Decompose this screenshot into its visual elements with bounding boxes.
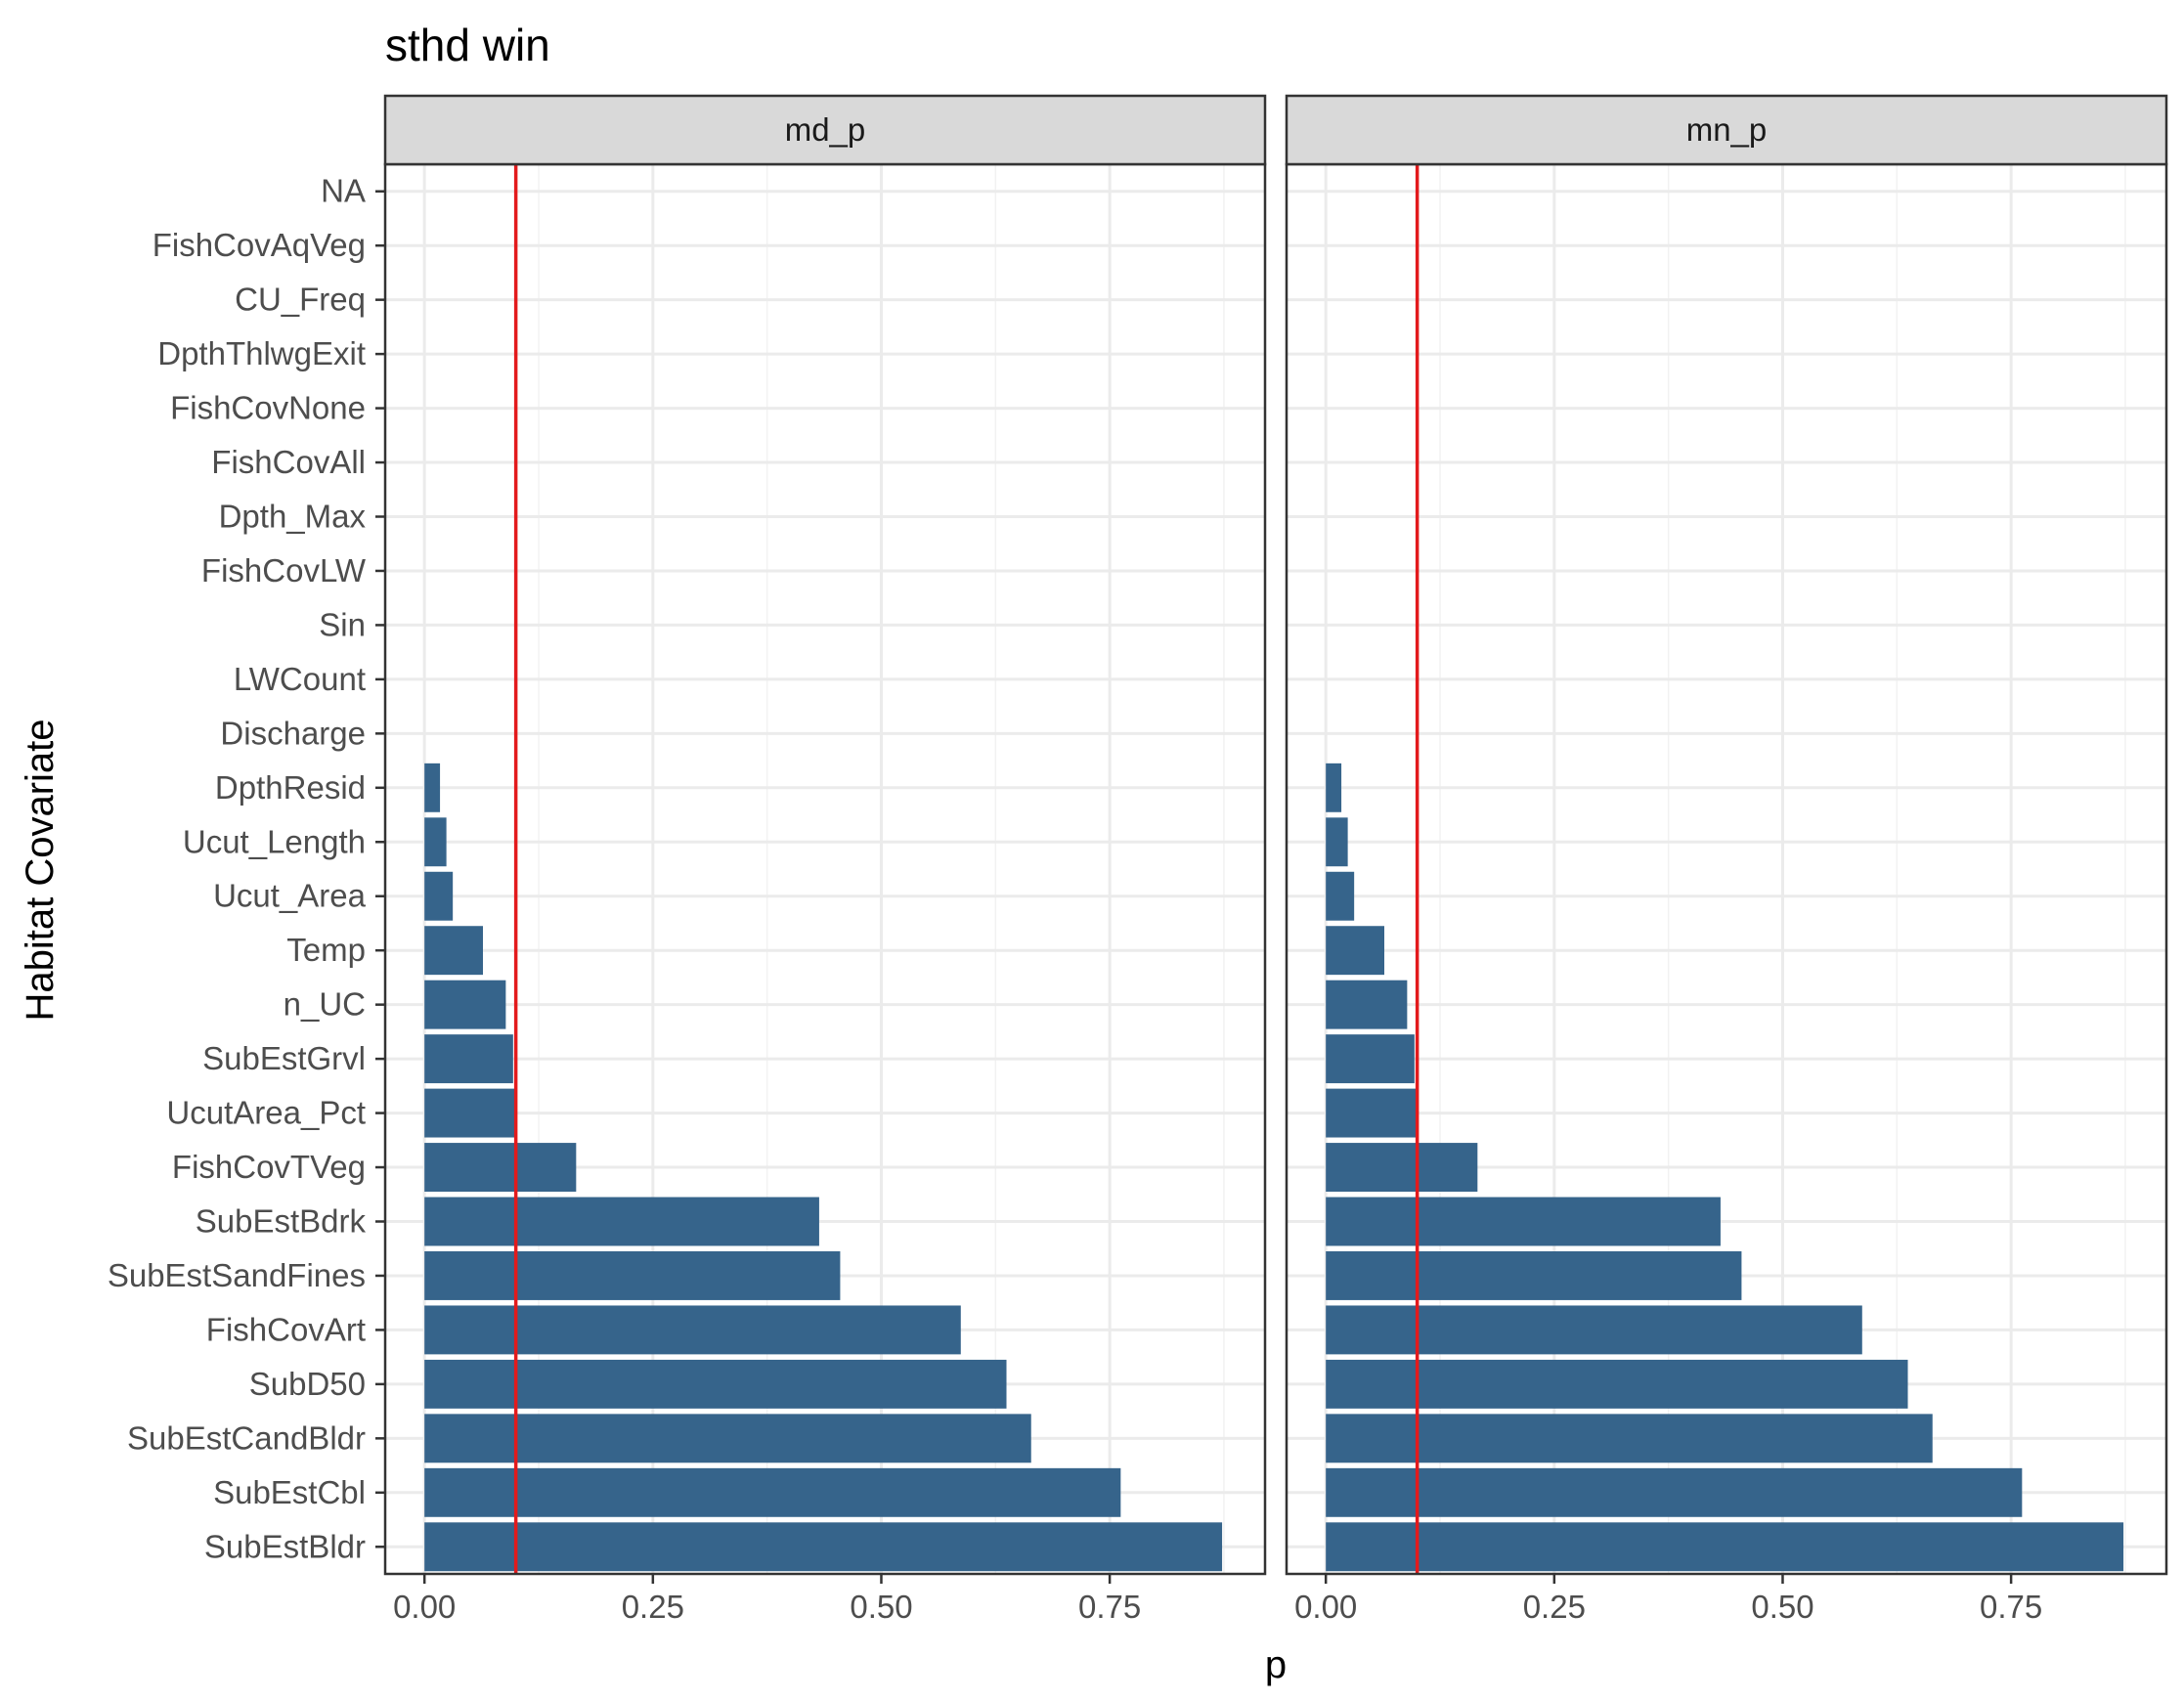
y-tick-label: SubEstCbl	[213, 1474, 366, 1510]
y-tick-label: Discharge	[220, 715, 366, 751]
bar-SubD50	[424, 1359, 1007, 1409]
bar-UcutArea_Pct	[1326, 1088, 1419, 1138]
bar-n_UC	[1326, 980, 1408, 1029]
y-tick-label: Ucut_Area	[213, 878, 367, 914]
bar-SubEstBldr	[424, 1522, 1223, 1572]
x-tick-label: 0.75	[1980, 1589, 2042, 1625]
y-tick-label: FishCovNone	[170, 390, 366, 426]
y-axis-title: Habitat Covariate	[19, 719, 62, 1021]
bar-SubEstBldr	[1326, 1522, 2124, 1572]
y-tick-label: FishCovAll	[211, 444, 366, 480]
bar-SubEstSandFines	[1326, 1251, 1742, 1300]
bar-FishCovArt	[1326, 1305, 1862, 1355]
bar-SubD50	[1326, 1359, 1908, 1409]
bar-UcutArea_Pct	[424, 1088, 517, 1138]
bar-Ucut_Length	[424, 817, 447, 867]
y-tick-label: SubEstGrvl	[202, 1040, 366, 1076]
bar-SubEstBdrk	[1326, 1197, 1721, 1246]
facet-strip	[383, 94, 1267, 166]
bar-Temp	[1326, 926, 1384, 976]
y-tick-label: Sin	[319, 606, 366, 642]
y-tick-label: DpthResid	[215, 769, 366, 806]
bar-Ucut_Area	[424, 871, 454, 921]
bar-DpthResid	[424, 763, 441, 812]
facet-strip-label: md_p	[785, 111, 866, 148]
y-tick-label: Dpth_Max	[219, 499, 367, 535]
panels: md_p 0.00 0.25 0.50 0.75 mn_p 0.00 0.25 0.50 0.75	[383, 94, 2168, 1625]
bar-Ucut_Area	[1326, 871, 1355, 921]
y-tick-label: LWCount	[234, 661, 366, 697]
x-tick-label: 0.25	[622, 1589, 684, 1625]
x-tick-label: 0.50	[850, 1589, 912, 1625]
x-tick-label: 0.75	[1078, 1589, 1141, 1625]
y-tick-label: n_UC	[284, 986, 366, 1023]
bar-SubEstSandFines	[424, 1251, 841, 1300]
y-tick-label: FishCovAqVeg	[153, 227, 366, 263]
y-tick-label: NA	[321, 173, 366, 209]
x-tick-label: 0.00	[1294, 1589, 1357, 1625]
y-axis: SubEstBldr SubEstCbl SubEstCandBldr SubD50 F…	[108, 173, 385, 1564]
y-tick-label: UcutArea_Pct	[166, 1095, 366, 1131]
panel-md_p: md_p 0.00 0.25 0.50 0.75	[383, 94, 1267, 1625]
x-tick-label: 0.00	[393, 1589, 456, 1625]
bar-SubEstGrvl	[424, 1034, 513, 1084]
y-tick-label: Ucut_Length	[183, 823, 366, 859]
bar-n_UC	[424, 980, 506, 1029]
y-tick-label: FishCovArt	[206, 1311, 366, 1347]
y-tick-label: Temp	[286, 932, 366, 968]
bar-FishCovArt	[424, 1305, 961, 1355]
y-tick-label: DpthThlwgExit	[157, 335, 366, 371]
y-tick-label: SubEstCandBldr	[127, 1419, 366, 1456]
bar-SubEstCbl	[424, 1467, 1121, 1517]
panel-mn_p: mn_p 0.00 0.25 0.50 0.75	[1285, 94, 2168, 1625]
bar-SubEstBdrk	[424, 1197, 819, 1246]
bar-FishCovTVeg	[424, 1143, 577, 1192]
chart-title: sthd win	[385, 20, 550, 70]
y-tick-label: FishCovLW	[201, 552, 367, 589]
y-tick-label: FishCovTVeg	[172, 1149, 366, 1185]
x-tick-label: 0.50	[1751, 1589, 1813, 1625]
bar-DpthResid	[1326, 763, 1342, 812]
x-axis-title: p	[1265, 1643, 1287, 1686]
bar-SubEstCbl	[1326, 1467, 2023, 1517]
y-tick-label: CU_Freq	[235, 282, 366, 318]
bar-Temp	[424, 926, 483, 976]
x-tick-label: 0.25	[1523, 1589, 1586, 1625]
y-tick-label: SubEstSandFines	[108, 1257, 366, 1293]
bar-SubEstCandBldr	[424, 1414, 1031, 1463]
y-tick-label: SubD50	[249, 1366, 366, 1402]
y-tick-label: SubEstBdrk	[196, 1203, 367, 1240]
bar-FishCovTVeg	[1326, 1143, 1478, 1192]
facet-strip-label: mn_p	[1686, 111, 1768, 148]
bar-SubEstGrvl	[1326, 1034, 1415, 1084]
bar-Ucut_Length	[1326, 817, 1348, 867]
y-tick-label: SubEstBldr	[204, 1528, 366, 1564]
bar-SubEstCandBldr	[1326, 1414, 1933, 1463]
facet-strip	[1285, 94, 2168, 166]
